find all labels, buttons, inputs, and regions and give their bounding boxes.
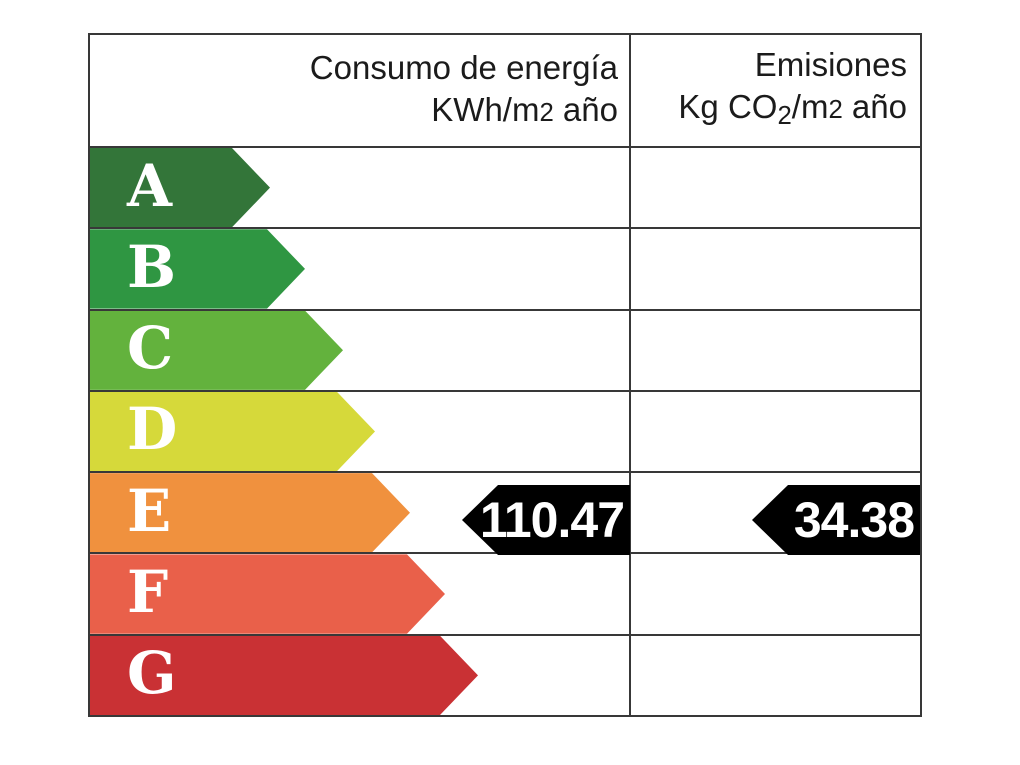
rating-arrow-c-icon: C: [90, 311, 343, 390]
rating-row-d: D: [90, 391, 920, 474]
consumption-column-header: Consumo de energía KWh/m2 año: [90, 35, 629, 146]
rating-letter: D: [127, 395, 178, 464]
rating-letter: F: [127, 558, 169, 627]
rating-rows: A B C D E F G: [90, 148, 920, 715]
rating-row-b: B: [90, 229, 920, 311]
rating-letter: G: [127, 639, 177, 708]
column-divider: [629, 35, 631, 715]
emissions-value-arrow-icon: 34.38: [752, 485, 920, 555]
table-header: Consumo de energía KWh/m2 año Emisiones …: [90, 35, 920, 148]
rating-arrow-b-icon: B: [90, 229, 305, 308]
rating-table: Consumo de energía KWh/m2 año Emisiones …: [88, 33, 922, 717]
rating-row-a: A: [90, 148, 920, 230]
emissions-column-header: Emisiones Kg CO2/m2 año: [629, 35, 920, 146]
rating-letter: A: [127, 151, 173, 220]
rating-arrow-d-icon: D: [90, 392, 375, 471]
rating-letter: B: [127, 232, 177, 301]
rating-row-c: C: [90, 310, 920, 392]
emissions-header-line1: Emisiones: [754, 45, 907, 83]
rating-arrow-f-icon: F: [90, 554, 445, 633]
rating-arrow-g-icon: G: [90, 636, 478, 715]
rating-row-f: F: [90, 554, 920, 636]
consumption-header-line2: KWh/m2 año: [431, 91, 618, 128]
emissions-header-line2: Kg CO2/m2 año: [678, 87, 907, 131]
consumption-header-line1: Consumo de energía: [309, 49, 618, 86]
rating-arrow-a-icon: A: [90, 148, 270, 227]
emissions-value: 34.38: [793, 492, 915, 548]
rating-row-g: G: [90, 635, 920, 715]
rating-letter: E: [127, 476, 172, 545]
rating-letter: C: [127, 314, 174, 383]
consumption-value: 110.47: [479, 492, 625, 548]
consumption-value-arrow-icon: 110.47: [462, 485, 630, 555]
rating-arrow-e-icon: E: [90, 473, 410, 552]
